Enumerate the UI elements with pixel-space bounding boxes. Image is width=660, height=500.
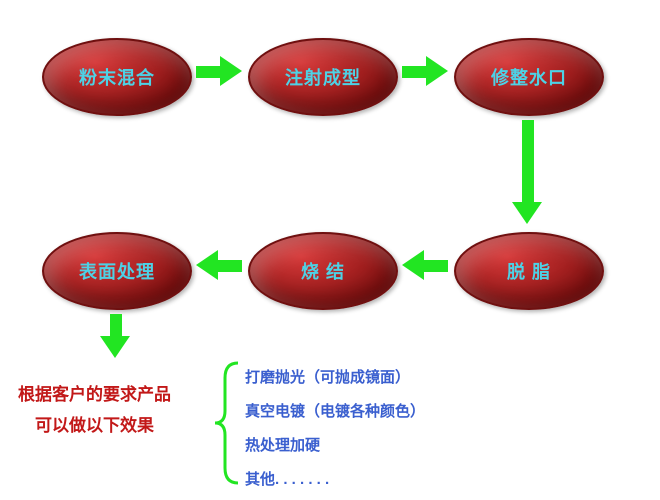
node-n1: 粉末混合 xyxy=(42,38,192,116)
brace-icon xyxy=(213,358,243,488)
node-n5: 烧 结 xyxy=(248,232,398,310)
option-3: 其他. . . . . . . xyxy=(245,470,329,490)
node-n6: 表面处理 xyxy=(42,232,192,310)
option-2: 热处理加硬 xyxy=(245,436,320,456)
caption: 根据客户的要求产品可以做以下效果 xyxy=(18,380,171,441)
node-n2: 注射成型 xyxy=(248,38,398,116)
node-n4: 脱 脂 xyxy=(454,232,604,310)
node-n3: 修整水口 xyxy=(454,38,604,116)
option-0: 打磨抛光（可抛成镜面） xyxy=(245,368,410,388)
option-1: 真空电镀（电镀各种颜色） xyxy=(245,402,425,422)
